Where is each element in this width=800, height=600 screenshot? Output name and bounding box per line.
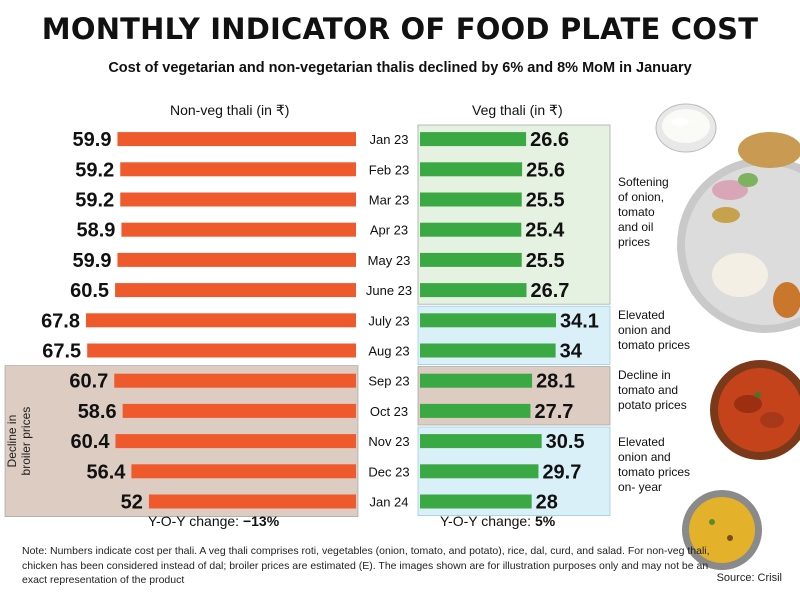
veg-bar xyxy=(420,464,539,479)
footnote: Note: Numbers indicate cost per thali. A… xyxy=(22,545,710,586)
veg-bar xyxy=(420,403,531,418)
veg-yoy-value: 5% xyxy=(534,513,556,529)
veg-bar xyxy=(420,283,527,298)
veg-value-label: 26.6 xyxy=(530,129,569,151)
nonveg-bar xyxy=(115,283,356,298)
nonveg-value-label: 67.5 xyxy=(42,341,81,363)
nonveg-value-label: 58.9 xyxy=(77,220,116,242)
nonveg-yoy-value: −13% xyxy=(242,513,280,529)
annotation-elevated-1: Elevated onion and tomato prices xyxy=(618,308,691,352)
veg-yoy: Y-O-Y change: 5% xyxy=(440,513,555,529)
veg-value-label: 25.4 xyxy=(525,220,565,242)
nonveg-bar xyxy=(87,343,356,358)
veg-band-0 xyxy=(417,124,611,305)
month-label: Mar 23 xyxy=(369,193,409,208)
veg-value-label: 25.5 xyxy=(526,250,565,272)
nonveg-bar xyxy=(131,464,356,479)
nonveg-value-label: 59.9 xyxy=(73,129,112,151)
veg-value-label: 26.7 xyxy=(530,280,569,302)
chicken-curry-icon xyxy=(710,360,800,460)
month-label: Dec 23 xyxy=(368,464,409,479)
veg-value-label: 25.5 xyxy=(526,190,565,212)
source-credit: Source: Crisil xyxy=(716,572,782,584)
chart-subtitle: Cost of vegetarian and non-vegetarian th… xyxy=(108,60,692,76)
nonveg-bar xyxy=(114,373,356,388)
bars-layer xyxy=(86,132,556,509)
nonveg-bar xyxy=(115,434,356,449)
nonveg-value-label: 60.4 xyxy=(71,431,111,453)
month-label: July 23 xyxy=(368,313,409,328)
nonveg-value-label: 59.2 xyxy=(75,159,114,181)
veg-value-label: 25.6 xyxy=(526,159,565,181)
veg-bar xyxy=(420,222,522,237)
veg-bar xyxy=(420,132,527,147)
month-label: Aug 23 xyxy=(368,344,409,359)
nonveg-header: Non-veg thali (in ₹) xyxy=(170,102,290,118)
veg-value-label: 27.7 xyxy=(534,401,573,423)
veg-bar xyxy=(420,313,556,328)
nonveg-bar xyxy=(86,313,356,328)
nonveg-bar xyxy=(148,494,356,509)
veg-value-label: 30.5 xyxy=(546,431,585,453)
veg-value-label: 34 xyxy=(560,341,583,363)
nonveg-bar xyxy=(117,132,356,147)
annotation-elevated-2: Elevated onion and tomato prices on- year xyxy=(618,435,691,494)
veg-bar xyxy=(420,343,556,358)
veg-bar xyxy=(420,494,532,509)
nonveg-bar xyxy=(120,192,356,207)
nonveg-bar xyxy=(120,162,356,177)
curd-bowl-icon xyxy=(655,103,717,153)
month-label: May 23 xyxy=(368,253,411,268)
nonveg-value-label: 59.9 xyxy=(73,250,112,272)
month-label: Feb 23 xyxy=(369,162,409,177)
nonveg-yoy: Y-O-Y change: −13% xyxy=(148,513,279,529)
nonveg-value-label: 52 xyxy=(121,492,143,514)
annotation-softening: Softening of onion, tomato and oil prices xyxy=(618,175,669,249)
nonveg-band-label: Decline inbroiler prices xyxy=(5,407,33,476)
veg-bar xyxy=(420,373,533,388)
nonveg-value-label: 56.4 xyxy=(86,461,126,483)
annotation-decline: Decline in tomato and potato prices xyxy=(618,368,687,412)
nonveg-value-label: 60.5 xyxy=(70,280,109,302)
veg-value-label: 29.7 xyxy=(542,461,581,483)
month-label: Jan 23 xyxy=(369,132,408,147)
nonveg-bar xyxy=(122,403,356,418)
veg-value-label: 34.1 xyxy=(560,310,599,332)
nonveg-value-label: 60.7 xyxy=(69,371,108,393)
veg-bar xyxy=(420,192,522,207)
nonveg-yoy-label: Y-O-Y change: xyxy=(148,513,240,529)
veg-bar xyxy=(420,162,523,177)
nonveg-value-label: 67.8 xyxy=(41,310,80,332)
nonveg-value-label: 58.6 xyxy=(78,401,117,423)
month-label: June 23 xyxy=(366,283,412,298)
nonveg-value-label: 59.2 xyxy=(75,190,114,212)
thali-plate-icon xyxy=(677,132,800,333)
veg-bar xyxy=(420,252,522,267)
month-label: Nov 23 xyxy=(368,434,409,449)
labels-layer: Decline inbroiler prices 59.9 Jan 23 59.2 Fe… xyxy=(5,129,599,513)
month-label: Oct 23 xyxy=(370,404,408,419)
veg-header: Veg thali (in ₹) xyxy=(472,102,563,118)
month-label: Jan 24 xyxy=(369,495,408,510)
month-label: Sep 23 xyxy=(368,374,409,389)
veg-value-label: 28.1 xyxy=(536,371,575,393)
nonveg-bar xyxy=(117,252,356,267)
veg-value-label: 28 xyxy=(536,492,558,514)
nonveg-bar xyxy=(121,222,356,237)
veg-yoy-label: Y-O-Y change: xyxy=(440,513,532,529)
month-label: Apr 23 xyxy=(370,223,408,238)
chart-title: MONTHLY INDICATOR OF FOOD PLATE COST xyxy=(41,12,759,46)
dal-bowl-icon xyxy=(682,490,762,570)
veg-bar xyxy=(420,434,542,449)
